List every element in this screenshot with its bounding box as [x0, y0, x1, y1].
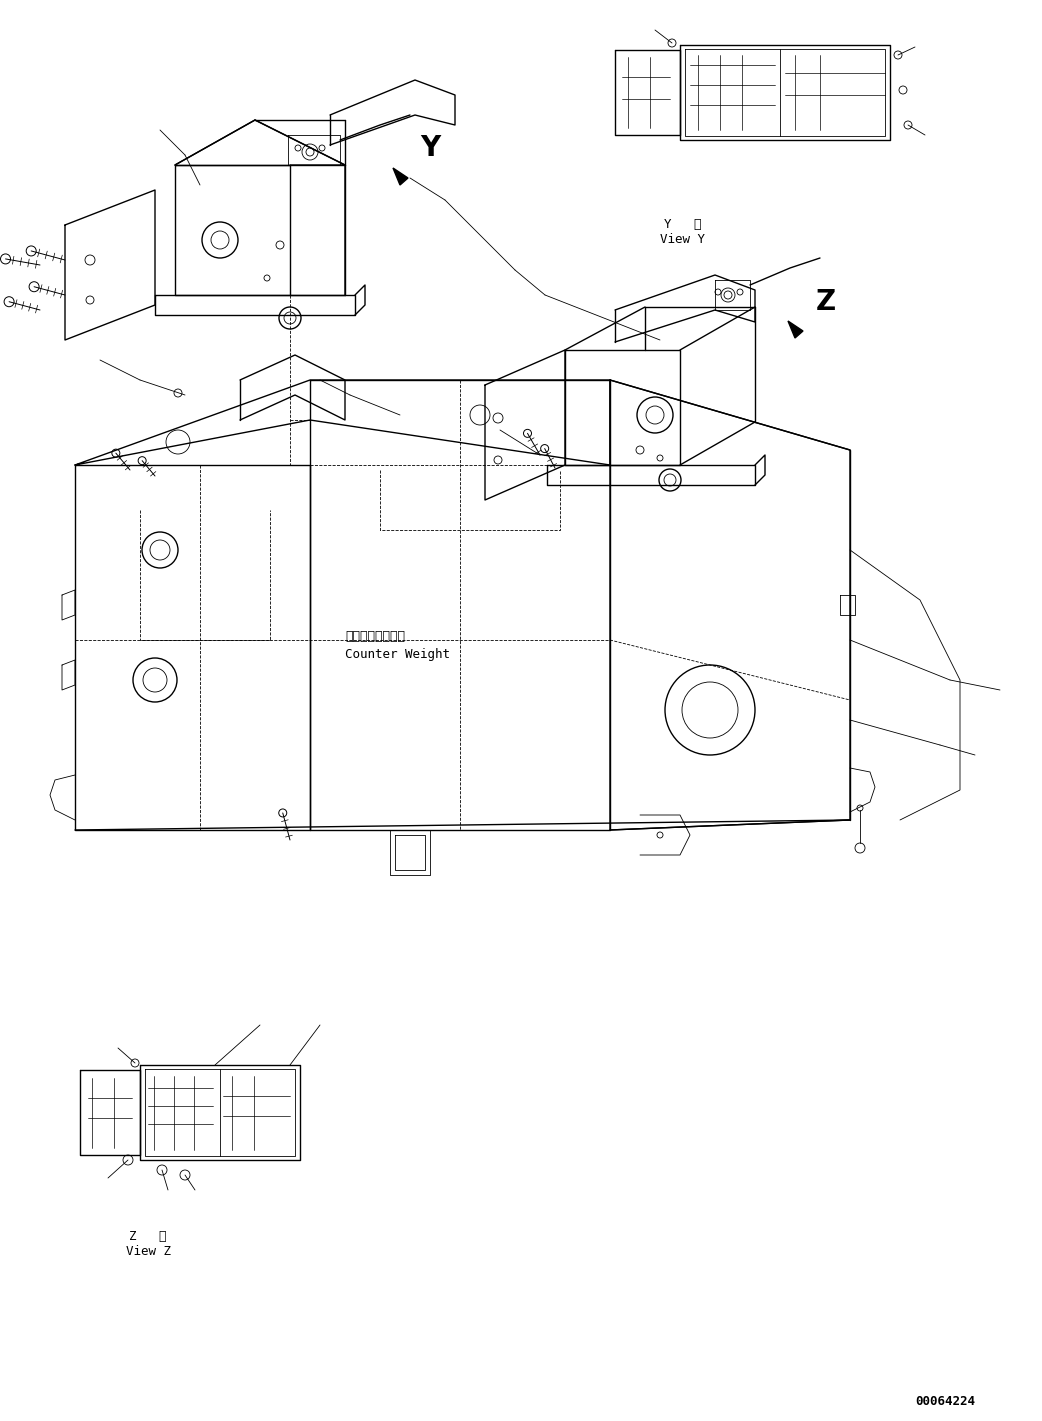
Text: カウンタウェイト: カウンタウェイト	[345, 630, 405, 642]
Polygon shape	[393, 168, 408, 185]
Text: 00064224: 00064224	[915, 1395, 975, 1408]
Text: View Z: View Z	[125, 1245, 171, 1258]
Text: Y: Y	[420, 134, 440, 162]
Text: Y   視: Y 視	[664, 217, 701, 232]
Text: Z   視: Z 視	[129, 1231, 167, 1243]
Text: Counter Weight: Counter Weight	[345, 648, 450, 661]
Text: Z: Z	[816, 288, 836, 315]
Polygon shape	[788, 321, 803, 338]
Text: View Y: View Y	[661, 233, 705, 246]
